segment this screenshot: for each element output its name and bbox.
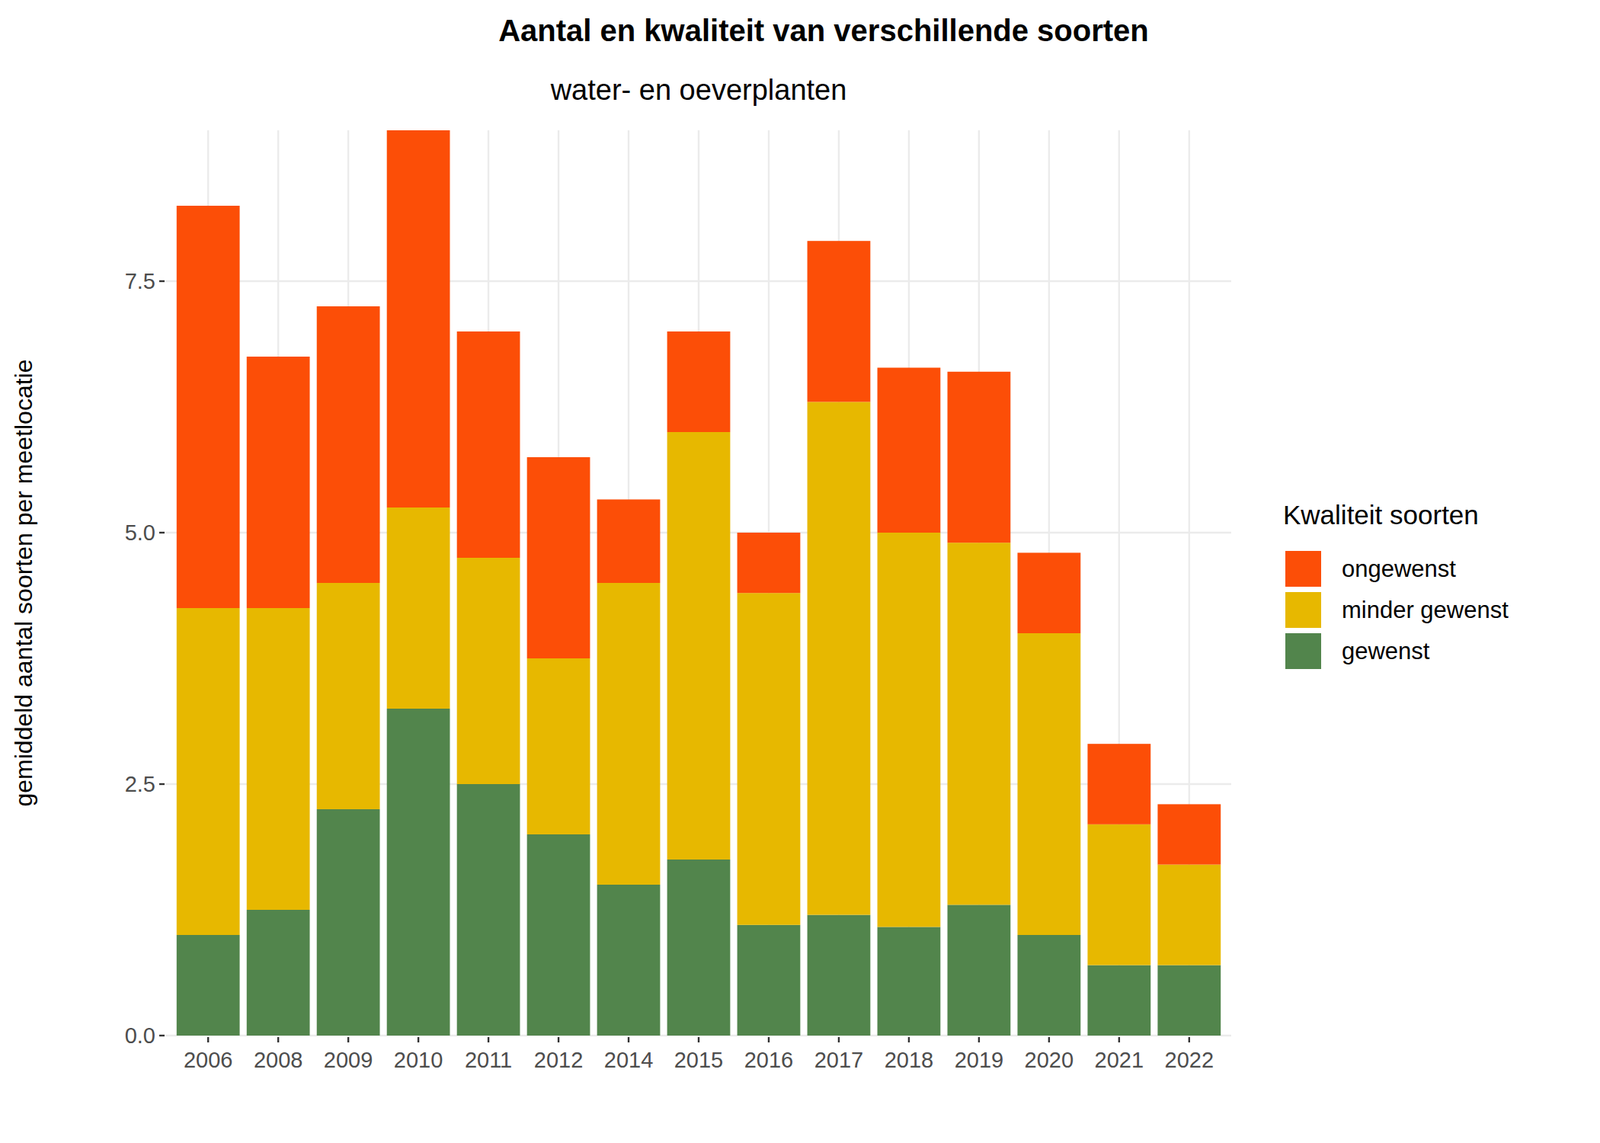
x-tick-label: 2018 [884, 1047, 935, 1072]
bar-segment [457, 557, 521, 784]
bar-segment [316, 306, 381, 583]
bar-segment [246, 608, 311, 910]
x-tick [838, 1036, 840, 1043]
x-tick-label: 2020 [1024, 1047, 1075, 1072]
bar-segment [246, 356, 311, 608]
legend-key [1285, 633, 1322, 669]
x-tick-label: 2011 [464, 1047, 512, 1072]
y-tick [159, 783, 165, 785]
x-tick-label: 2016 [744, 1047, 794, 1072]
x-tick-label: 2010 [393, 1047, 444, 1072]
x-tick [277, 1036, 279, 1043]
x-tick-label: 2015 [674, 1047, 724, 1072]
x-tick [768, 1036, 770, 1043]
bar-segment [176, 608, 240, 935]
x-tick [697, 1036, 700, 1043]
x-tick-label: 2021 [1094, 1047, 1145, 1072]
x-tick-label: 2008 [253, 1047, 304, 1072]
bar-segment [737, 924, 801, 1036]
x-tick-label: 2012 [534, 1047, 584, 1072]
bar-segment [1157, 864, 1221, 966]
legend: Kwaliteit soorten ongewenst minder gewenst… [1283, 499, 1509, 669]
bar-segment [737, 592, 801, 925]
x-tick-label: 2022 [1164, 1047, 1215, 1072]
grid [166, 130, 1232, 1036]
bar-segment [246, 909, 311, 1036]
bar-segment [807, 915, 871, 1036]
bar-segment [737, 532, 801, 593]
bar-segment [387, 708, 451, 1036]
x-tick-label: 2017 [814, 1047, 864, 1072]
x-tick [487, 1036, 490, 1043]
legend-key [1285, 592, 1322, 628]
x-axis: 2006 2008 2009 2010 2011 2012 2014 2015 2016 2017… [183, 1036, 1214, 1072]
y-tick [159, 531, 165, 534]
x-tick [627, 1036, 630, 1043]
bar-segment [176, 205, 240, 608]
bar-segment [597, 582, 661, 885]
background [0, 0, 1600, 1143]
x-tick-label: 2009 [323, 1047, 374, 1072]
bar-segment [316, 809, 381, 1036]
bar-segment [527, 658, 591, 835]
x-tick-label: 2014 [604, 1047, 654, 1072]
legend-key [1285, 550, 1322, 587]
bar-segment [527, 457, 591, 659]
y-tick-label: 0.0 [124, 1023, 156, 1048]
bar-segment [1087, 965, 1151, 1036]
x-tick [978, 1036, 980, 1043]
bar-segment [1087, 743, 1151, 825]
bar-segment [597, 499, 661, 583]
legend-label: minder gewenst [1341, 596, 1509, 624]
bar-segment [316, 582, 381, 810]
bar-segment [947, 542, 1012, 905]
x-tick [1048, 1036, 1050, 1043]
title: Aantal en kwaliteit van verschillende so… [498, 13, 1149, 48]
bar-segment [176, 934, 240, 1036]
bar-segment [457, 784, 521, 1036]
bar-segment [1087, 824, 1151, 966]
legend-label: ongewenst [1341, 555, 1456, 583]
bar-segment [1017, 934, 1081, 1036]
bars [176, 130, 1221, 1036]
bar-segment [667, 331, 731, 432]
x-tick-label: 2006 [183, 1047, 234, 1072]
y-tick [159, 280, 165, 282]
bar-segment [667, 859, 731, 1036]
bar-segment [387, 507, 451, 709]
bar-segment [877, 926, 941, 1036]
bar-segment [947, 904, 1012, 1036]
y-tick [159, 1034, 165, 1037]
x-tick-label: 2019 [954, 1047, 1005, 1072]
bar-segment [1017, 552, 1081, 634]
bar-segment [667, 432, 731, 860]
bar-segment [457, 331, 521, 558]
x-tick [1118, 1036, 1120, 1043]
x-tick [908, 1036, 910, 1043]
bar-segment [597, 884, 661, 1036]
bar-segment [877, 532, 941, 927]
bar-segment [807, 240, 871, 402]
y-tick-label: 5.0 [124, 520, 156, 545]
bar-segment [1017, 633, 1081, 935]
x-tick [207, 1036, 209, 1043]
x-tick [1188, 1036, 1191, 1043]
bar-segment [877, 368, 941, 533]
y-tick-label: 7.5 [124, 268, 156, 294]
bar-segment [947, 371, 1012, 543]
bar-segment [1157, 965, 1221, 1036]
y-axis: 0.0 2.5 5.0 7.5 [124, 268, 165, 1048]
bar-segment [807, 401, 871, 915]
y-axis-label: gemiddeld aantal soorten per meetlocatie [9, 358, 38, 807]
bar-segment [387, 130, 451, 508]
subtitle: water- en oeverplanten [550, 73, 848, 106]
bar-segment [527, 834, 591, 1036]
x-tick [417, 1036, 420, 1043]
y-tick-label: 2.5 [124, 771, 156, 797]
x-tick [347, 1036, 349, 1043]
legend-title: Kwaliteit soorten [1283, 499, 1479, 530]
bar-segment [1157, 803, 1221, 864]
legend-label: gewenst [1341, 637, 1431, 665]
x-tick [557, 1036, 560, 1043]
